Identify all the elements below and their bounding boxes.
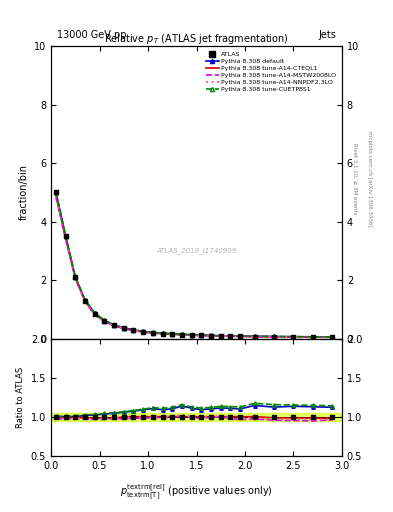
Title: Relative $p_T$ (ATLAS jet fragmentation): Relative $p_T$ (ATLAS jet fragmentation) [104,32,289,46]
Text: ATLAS_2019_I1740909: ATLAS_2019_I1740909 [156,247,237,254]
Y-axis label: Ratio to ATLAS: Ratio to ATLAS [16,367,25,428]
Text: Rivet 3.1.10, ≥ 3M events: Rivet 3.1.10, ≥ 3M events [352,143,357,215]
Text: $p_{\mathrm{textrm[T]}}^{\mathrm{textrm[rel]}}$ (positive values only): $p_{\mathrm{textrm[T]}}^{\mathrm{textrm[… [120,482,273,502]
Text: mcplots.cern.ch [arXiv:1306.3436]: mcplots.cern.ch [arXiv:1306.3436] [367,132,373,227]
Text: Jets: Jets [318,30,336,40]
Legend: ATLAS, Pythia 8.308 default, Pythia 8.308 tune-A14-CTEQL1, Pythia 8.308 tune-A14: ATLAS, Pythia 8.308 default, Pythia 8.30… [204,49,339,94]
Y-axis label: fraction/bin: fraction/bin [18,164,28,220]
Bar [51,413,342,420]
Text: 13000 GeV pp: 13000 GeV pp [57,30,127,40]
